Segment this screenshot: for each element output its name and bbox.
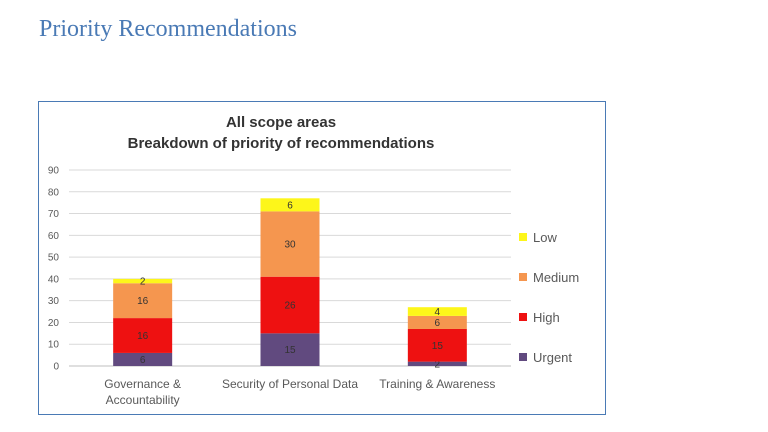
chart-frame: All scope areas Breakdown of priority of…	[38, 101, 606, 415]
legend-label-urgent: Urgent	[533, 350, 572, 365]
chart-title-line-1: All scope areas	[225, 114, 337, 131]
x-category-label: Training & Awareness	[379, 377, 495, 391]
legend-label-high: High	[533, 310, 560, 325]
data-label: 15	[432, 341, 444, 352]
bar-low	[113, 278, 173, 284]
y-tick-label: 60	[48, 231, 60, 242]
y-tick-label: 70	[48, 209, 60, 220]
bar-high	[260, 276, 320, 334]
y-tick-label: 40	[48, 274, 60, 285]
data-label: 16	[137, 331, 149, 342]
legend-label-low: Low	[533, 230, 557, 245]
x-category-label: Governance &	[104, 377, 181, 391]
y-tick-label: 20	[48, 318, 60, 329]
legend-swatch-urgent	[519, 353, 527, 361]
bar-urgent	[113, 352, 173, 366]
legend-swatch-low	[519, 233, 527, 241]
bar-medium	[260, 211, 320, 277]
data-label: 16	[137, 296, 149, 307]
chart-title-line-2: Breakdown of priority of recommendations	[127, 135, 435, 152]
data-label: 4	[435, 307, 441, 318]
y-tick-label: 80	[48, 187, 60, 198]
bar-high	[407, 328, 467, 362]
y-tick-label: 90	[48, 166, 60, 177]
y-tick-label: 50	[48, 253, 60, 264]
data-label: 2	[140, 277, 146, 288]
x-category-label: Security of Personal Data	[222, 377, 358, 391]
y-tick-label: 0	[53, 362, 59, 373]
data-label: 2	[435, 359, 441, 370]
data-label: 15	[284, 345, 296, 356]
bar-low	[260, 198, 320, 212]
y-tick-label: 10	[48, 340, 60, 351]
x-category-label: Accountability	[106, 393, 180, 407]
page-title: Priority Recommendations	[39, 16, 297, 42]
legend-label-medium: Medium	[533, 270, 579, 285]
bar-medium	[407, 315, 467, 329]
legend-swatch-medium	[519, 273, 527, 281]
bar-low	[407, 307, 467, 316]
chart-svg: 0 10 20 30 40 50 60 70 80 90 6 16 16 2 Governance & Acc…	[48, 166, 579, 408]
data-label: 26	[284, 301, 296, 312]
y-tick-label: 30	[48, 296, 60, 307]
bar-urgent	[260, 333, 320, 366]
legend-swatch-high	[519, 313, 527, 321]
bar-medium	[113, 283, 173, 319]
data-label: 6	[435, 318, 441, 329]
data-label: 6	[287, 200, 293, 211]
data-label: 30	[284, 240, 296, 251]
data-label: 6	[140, 355, 146, 366]
bar-urgent	[407, 361, 467, 366]
bar-high	[113, 318, 173, 353]
